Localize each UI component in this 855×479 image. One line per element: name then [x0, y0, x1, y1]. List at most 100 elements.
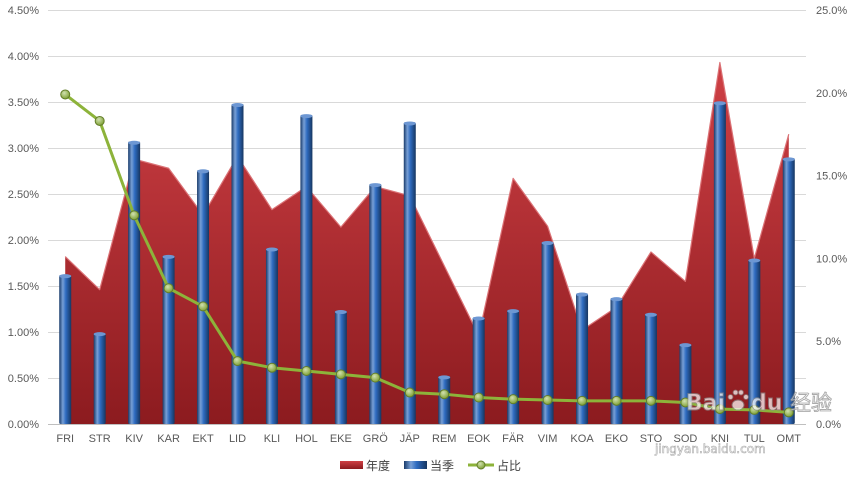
quarter-bar-body-gro — [369, 183, 382, 424]
category-label-jap: JÄP — [400, 433, 420, 445]
share-point-kiv — [129, 210, 140, 221]
quarter-bar-cap-fri — [59, 274, 72, 279]
category-label-rem: REM — [432, 433, 456, 445]
share-point-fri — [60, 89, 71, 100]
category-label-kiv: KIV — [125, 433, 143, 445]
quarter-bar-kar — [162, 254, 175, 424]
quarter-bar-hol — [300, 114, 313, 424]
quarter-bar-cap-kiv — [128, 140, 141, 145]
left-axis-tick-label-1: 0.50% — [8, 373, 39, 385]
quarter-bar-eke — [334, 310, 347, 424]
quarter-bar-kiv — [128, 140, 141, 424]
share-line — [63, 92, 791, 414]
watermark-logo-cn: 经验 — [790, 391, 832, 415]
quarter-bar-kli — [265, 247, 278, 424]
quarter-bar-cap-ekt — [197, 169, 210, 174]
category-label-vim: VIM — [538, 433, 558, 445]
watermark-url: jingyan.baidu.com — [654, 442, 766, 456]
quarter-bar-cap-kli — [265, 247, 278, 252]
right-axis-tick-label-3: 15.0% — [816, 171, 847, 183]
quarter-bar-gro — [369, 183, 382, 424]
share-point-koa — [577, 395, 588, 406]
right-axis-tick-label-2: 10.0% — [816, 253, 847, 265]
annual-area-layer — [64, 61, 790, 424]
quarter-bar-cap-lid — [231, 103, 244, 108]
quarter-bar-body-far — [507, 309, 520, 424]
quarter-bar-cap-jap — [403, 121, 416, 126]
share-point-str — [94, 115, 105, 126]
quarter-bar-eko — [610, 297, 623, 424]
quarter-bar-body-eko — [610, 297, 623, 424]
quarter-bar-body-kni — [713, 102, 726, 424]
category-label-eok: EOK — [467, 433, 491, 445]
left-axis-tick-label-8: 4.00% — [8, 51, 39, 63]
left-axis: 0.00% 0.50% 1.00% 1.50% 2.00% 2.50% 3.00% 3.50%… — [8, 5, 39, 431]
share-point-far — [508, 394, 519, 405]
share-point-kar — [163, 283, 174, 294]
share-point-kni — [714, 404, 725, 415]
quarter-bar-cap-gro — [369, 183, 382, 188]
category-label-gro: GRÖ — [363, 433, 389, 445]
quarter-bar-body-vim — [541, 241, 554, 424]
quarter-bar-jap — [403, 121, 416, 425]
left-axis-tick-label-4: 2.00% — [8, 235, 39, 247]
annual-area-edge — [64, 61, 790, 337]
left-axis-tick-label-6: 3.00% — [8, 143, 39, 155]
quarter-bar-eok — [472, 316, 485, 424]
watermark-logo-right: du — [751, 391, 782, 416]
quarter-bar-cap-hol — [300, 114, 313, 119]
quarter-bar-body-hol — [300, 114, 313, 424]
legend-label-quarter: 当季 — [430, 459, 454, 473]
quarter-bar-far — [507, 309, 520, 424]
share-point-eok — [473, 392, 484, 403]
legend-swatch-annual — [340, 461, 363, 469]
quarter-bar-body-omt — [782, 158, 795, 424]
quarter-bar-body-sto — [644, 313, 657, 424]
share-point-sod — [680, 397, 691, 408]
category-label-lid: LID — [229, 433, 246, 445]
legend-swatch-quarter — [404, 461, 427, 469]
quarter-bar-kni — [713, 101, 726, 424]
quarter-bar-lid — [231, 103, 244, 424]
quarter-bar-cap-far — [507, 309, 520, 314]
category-label-str: STR — [89, 433, 111, 445]
left-axis-tick-label-3: 1.50% — [8, 281, 39, 293]
quarter-bar-fri — [59, 274, 72, 424]
quarter-bar-cap-rem — [438, 375, 451, 380]
watermark-logo-left: Bai — [686, 391, 725, 416]
paw-icon — [727, 389, 749, 411]
share-point-kli — [266, 362, 277, 373]
legend: 年度 当季 占比 — [340, 458, 521, 473]
share-point-sto — [645, 395, 656, 406]
quarter-bar-cap-sto — [644, 312, 657, 317]
right-axis-tick-label-5: 25.0% — [816, 5, 847, 17]
category-label-omt: OMT — [777, 433, 802, 445]
left-axis-tick-label-0: 0.00% — [8, 419, 39, 431]
category-label-sto: STO — [640, 433, 663, 445]
share-point-lid — [232, 356, 243, 367]
quarter-bar-cap-omt — [782, 157, 795, 162]
quarter-bar-body-fri — [59, 274, 72, 424]
paw-pad — [731, 399, 745, 411]
share-point-ekt — [198, 301, 209, 312]
share-point-gro — [370, 372, 381, 383]
legend-item-share: 占比 — [468, 458, 521, 473]
watermark: Bai du 经验 jingyan.baidu.com — [654, 389, 832, 456]
quarter-bar-rem — [438, 375, 451, 424]
share-point-hol — [301, 366, 312, 377]
right-axis-tick-label-0: 0.0% — [816, 419, 841, 431]
quarter-bar-str — [93, 332, 106, 424]
quarter-bar-cap-kni — [713, 101, 726, 106]
legend-item-quarter: 当季 — [404, 459, 454, 473]
quarter-bar-cap-eke — [334, 310, 347, 315]
category-label-ekt: EKT — [192, 433, 214, 445]
legend-label-annual: 年度 — [366, 458, 390, 473]
quarter-bar-omt — [782, 157, 795, 424]
legend-swatch-share-marker — [476, 460, 486, 470]
quarter-bar-body-jap — [403, 122, 416, 425]
quarter-bar-ekt — [197, 169, 210, 424]
quarter-bar-cap-eok — [472, 316, 485, 321]
category-label-hol: HOL — [295, 433, 318, 445]
share-point-tul — [749, 404, 760, 415]
legend-item-annual: 年度 — [340, 458, 390, 473]
